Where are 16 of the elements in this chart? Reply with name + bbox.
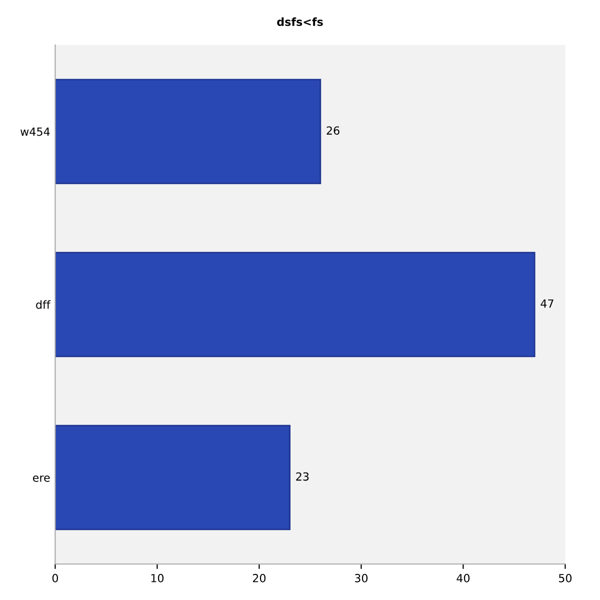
chart-title: dsfs<fs (277, 17, 323, 26)
data-label: 47 (540, 299, 554, 308)
x-tick-label: 30 (354, 574, 368, 582)
x-tick-label: 0 (52, 574, 58, 582)
y-tick-label: w454 (20, 128, 50, 136)
bar (55, 78, 322, 184)
data-label: 26 (326, 126, 340, 135)
bar (55, 424, 290, 530)
x-tick-label: 40 (456, 574, 470, 582)
y-tick-label: ere (32, 476, 50, 482)
y-tick-label: dff (36, 300, 51, 309)
x-tick-label: 20 (252, 574, 266, 582)
data-label: 23 (296, 472, 309, 481)
x-tick-label: 10 (151, 574, 164, 582)
bar (55, 252, 536, 358)
x-tick-label: 50 (558, 574, 572, 582)
